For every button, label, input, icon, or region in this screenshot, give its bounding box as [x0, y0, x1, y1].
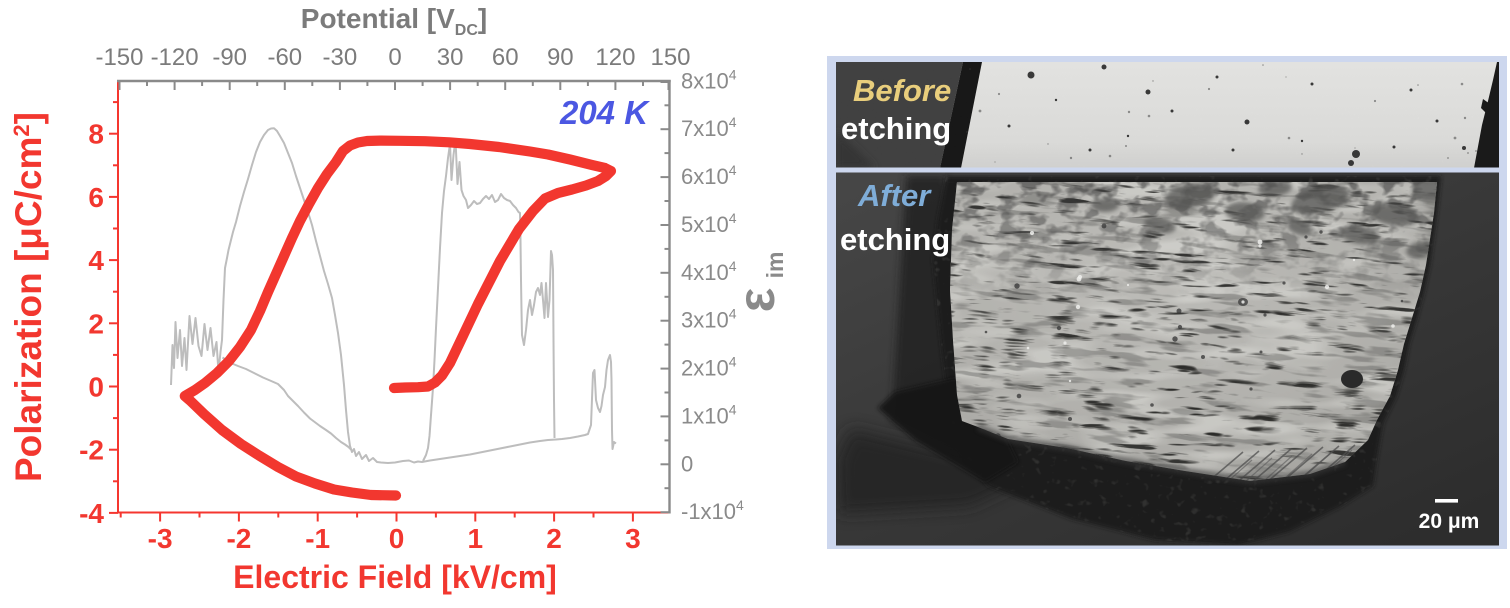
svg-text:204 K: 204 K	[559, 94, 650, 131]
svg-text:30: 30	[437, 44, 464, 71]
svg-text:0: 0	[389, 523, 405, 554]
svg-text:-2: -2	[226, 523, 251, 554]
svg-text:150: 150	[650, 44, 690, 71]
svg-text:3: 3	[625, 523, 641, 554]
svg-text:0: 0	[388, 44, 401, 71]
svg-text:90: 90	[547, 44, 574, 71]
svg-text:2: 2	[88, 308, 104, 339]
svg-text:Before: Before	[853, 73, 951, 108]
svg-text:-60: -60	[267, 44, 302, 71]
svg-text:60: 60	[492, 44, 519, 71]
svg-text:2: 2	[546, 523, 562, 554]
svg-text:5x104: 5x104	[681, 210, 737, 237]
svg-text:120: 120	[595, 44, 635, 71]
svg-text:1: 1	[468, 523, 484, 554]
svg-text:ε: ε	[728, 288, 786, 313]
svg-text:7x104: 7x104	[681, 114, 737, 141]
svg-text:3x104: 3x104	[681, 306, 737, 333]
svg-text:After: After	[857, 178, 932, 213]
svg-text:Electric Field [kV/cm]: Electric Field [kV/cm]	[233, 559, 557, 595]
svg-text:-4: -4	[79, 498, 104, 529]
svg-text:1x104: 1x104	[681, 401, 737, 428]
svg-text:4x104: 4x104	[681, 258, 737, 285]
svg-text:etching: etching	[840, 222, 950, 257]
svg-text:6: 6	[88, 182, 104, 213]
svg-text:-3: -3	[148, 523, 173, 554]
svg-text:0: 0	[88, 372, 104, 403]
svg-text:-1: -1	[305, 523, 330, 554]
svg-text:-1x104: -1x104	[681, 497, 744, 524]
svg-text:-2: -2	[79, 435, 104, 466]
svg-text:-90: -90	[212, 44, 247, 71]
svg-text:-150: -150	[95, 44, 143, 71]
svg-text:etching: etching	[841, 111, 951, 146]
svg-text:0: 0	[681, 451, 693, 476]
svg-text:8x104: 8x104	[681, 66, 737, 93]
svg-text:4: 4	[88, 245, 104, 276]
svg-text:2x104: 2x104	[681, 354, 737, 381]
svg-text:Polarization [μC/cm2]: Polarization [μC/cm2]	[8, 112, 49, 482]
svg-text:Potential [VDC]: Potential [VDC]	[301, 3, 487, 39]
svg-text:6x104: 6x104	[681, 162, 737, 189]
svg-text:im: im	[762, 252, 788, 279]
svg-text:20 μm: 20 μm	[1419, 510, 1480, 533]
svg-text:-120: -120	[151, 44, 199, 71]
svg-text:-30: -30	[323, 44, 358, 71]
svg-text:8: 8	[88, 119, 104, 150]
